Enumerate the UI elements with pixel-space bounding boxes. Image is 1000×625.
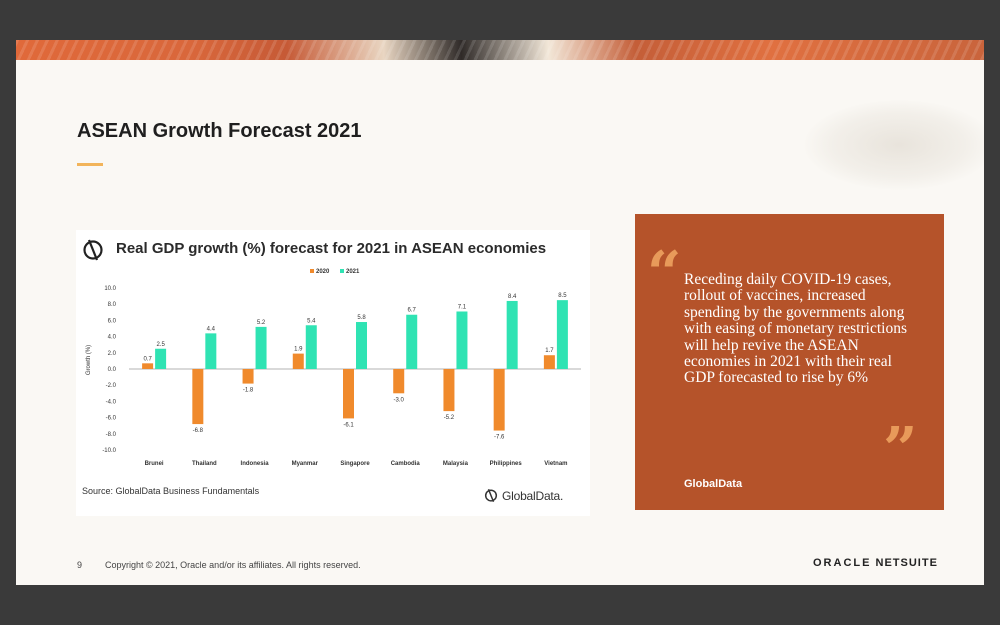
y-tick-label: 10.0 [104,286,116,292]
decorative-texture [804,100,984,190]
bar [543,355,555,369]
bar [456,311,468,369]
bar [142,363,154,369]
gdp-bar-chart: 2020 2021 Growth (%) 10.0 8.0 6.0 4.0 2.0 0.0 -… [86,269,581,467]
x-axis-labels: Brunei Thailand Indonesia Myanmar Singapore C… [145,461,568,467]
data-label: 8.4 [508,294,517,300]
bar [292,353,304,369]
data-label: -3.0 [394,397,405,403]
open-quote-icon: “ [647,239,682,309]
quote-box: “ Receding daily COVID-19 cases, rollout… [635,214,944,510]
data-label: 2.5 [156,342,165,348]
quote-source: GlobalData [684,478,743,490]
data-label: 7.1 [458,304,467,310]
bar [406,314,418,369]
chart-bars: 0.7 2.5 -6.8 4.4 -1.8 5.2 1.9 5.4 -6.1 5.8 -3.0 6.7… [142,293,568,441]
data-label: -1.8 [243,388,254,394]
y-tick-label: 4.0 [108,335,117,341]
brand-secondary: NETSUITE [875,557,938,569]
bar [205,333,217,369]
data-label: -5.2 [444,415,455,421]
x-tick-label: Brunei [145,461,164,467]
data-label: -7.6 [494,435,505,441]
bar [242,369,254,384]
chart-title: Real GDP growth (%) forecast for 2021 in… [116,240,547,257]
legend-swatch [340,269,344,273]
x-tick-label: Vietnam [544,461,567,467]
globaldata-brand-text: GlobalData. [502,488,564,503]
data-label: 5.4 [307,318,316,324]
y-tick-label: -6.0 [106,416,117,422]
x-tick-label: Singapore [340,461,370,467]
data-label: 8.5 [558,293,567,299]
chart-card: Real GDP growth (%) forecast for 2021 in… [76,230,590,516]
y-axis-label: Growth (%) [86,345,92,375]
x-tick-label: Thailand [192,461,217,467]
title-accent-bar [77,163,103,166]
bar [393,369,405,394]
y-tick-label: -8.0 [106,432,117,438]
x-tick-label: Myanmar [292,461,319,467]
data-label: -6.1 [343,422,354,428]
data-label: 6.7 [408,308,417,314]
bar [343,369,354,419]
x-tick-label: Cambodia [391,461,421,467]
data-label: -6.8 [193,428,204,434]
copyright-text: Copyright © 2021, Oracle and/or its affi… [105,560,361,570]
chart-source: Source: GlobalData Business Fundamentals [82,486,260,496]
data-label: 1.9 [294,347,303,353]
bar [155,348,167,369]
y-axis-ticks: 10.0 8.0 6.0 4.0 2.0 0.0 -2.0 -4.0 -6.0 -8.0 -10.0 [102,286,116,454]
data-label: 1.7 [545,348,554,354]
bar [443,369,455,412]
decorative-banner [16,40,984,60]
y-tick-label: -2.0 [106,383,117,389]
brand-primary: ORACLE [813,557,872,569]
data-label: 5.2 [257,320,266,326]
data-label: 0.7 [143,356,152,362]
globaldata-brand-icon [484,488,498,503]
bar [356,322,367,369]
slide: ASEAN Growth Forecast 2021 Real GDP grow… [16,40,984,585]
x-tick-label: Philippines [490,461,523,467]
oracle-netsuite-logo: ORACLE NETSUITE [813,557,938,569]
y-tick-label: 0.0 [108,367,117,373]
bar [255,326,267,369]
close-quote-icon: ” [883,415,918,485]
bar [192,369,204,425]
y-tick-label: 6.0 [108,318,117,324]
chart-legend: 2020 2021 [310,269,360,275]
y-tick-label: 8.0 [108,302,117,308]
legend-label: 2021 [346,269,360,275]
data-label: 5.8 [357,315,366,321]
x-tick-label: Indonesia [241,461,270,467]
bar [493,369,505,431]
globaldata-logo-icon [83,239,103,261]
legend-swatch [310,269,314,273]
x-tick-label: Malaysia [443,461,469,467]
data-label: 4.4 [207,326,216,332]
y-tick-label: 2.0 [108,351,117,357]
slide-title: ASEAN Growth Forecast 2021 [77,120,362,142]
y-tick-label: -10.0 [102,448,116,454]
bar [506,300,518,369]
bar [556,300,568,369]
bar [305,325,317,369]
page-number: 9 [77,560,83,570]
globaldata-brand: GlobalData. [484,488,563,503]
legend-label: 2020 [316,269,330,275]
quote-text: Receding daily COVID-19 cases, rollout o… [684,271,907,387]
y-tick-label: -4.0 [106,399,117,405]
